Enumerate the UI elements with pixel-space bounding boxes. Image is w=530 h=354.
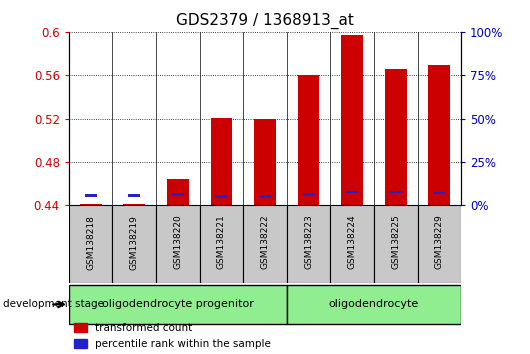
- Text: GSM138220: GSM138220: [173, 215, 182, 269]
- Bar: [123, 204, 145, 205]
- Bar: [259, 195, 271, 198]
- Text: GSM138222: GSM138222: [261, 215, 269, 269]
- Bar: [287, 205, 330, 283]
- Bar: [341, 35, 363, 205]
- Bar: [69, 285, 287, 324]
- Bar: [167, 179, 189, 205]
- Bar: [303, 193, 315, 195]
- Text: GSM138229: GSM138229: [435, 215, 444, 269]
- Text: GSM138219: GSM138219: [130, 215, 139, 269]
- Title: GDS2379 / 1368913_at: GDS2379 / 1368913_at: [176, 13, 354, 29]
- Text: GSM138223: GSM138223: [304, 215, 313, 269]
- Bar: [254, 119, 276, 205]
- Bar: [243, 205, 287, 283]
- Bar: [385, 69, 407, 205]
- Bar: [200, 205, 243, 283]
- Bar: [418, 205, 461, 283]
- Bar: [390, 191, 402, 193]
- Bar: [215, 195, 227, 198]
- Bar: [428, 65, 450, 205]
- Bar: [330, 205, 374, 283]
- Text: development stage: development stage: [3, 299, 104, 309]
- Text: oligodendrocyte progenitor: oligodendrocyte progenitor: [102, 298, 254, 309]
- Bar: [298, 75, 320, 205]
- Bar: [128, 194, 140, 197]
- Bar: [80, 204, 102, 205]
- Bar: [287, 285, 461, 324]
- Text: GSM138225: GSM138225: [391, 215, 400, 269]
- Bar: [69, 205, 112, 283]
- Bar: [346, 191, 358, 193]
- Text: GSM138221: GSM138221: [217, 215, 226, 269]
- Bar: [172, 193, 184, 195]
- Text: GSM138224: GSM138224: [348, 215, 357, 269]
- Bar: [434, 192, 445, 194]
- Bar: [85, 194, 96, 197]
- Bar: [374, 205, 418, 283]
- Text: GSM138218: GSM138218: [86, 215, 95, 269]
- Bar: [210, 118, 232, 205]
- Text: oligodendrocyte: oligodendrocyte: [329, 298, 419, 309]
- Bar: [112, 205, 156, 283]
- Bar: [156, 205, 200, 283]
- Legend: transformed count, percentile rank within the sample: transformed count, percentile rank withi…: [74, 323, 271, 349]
